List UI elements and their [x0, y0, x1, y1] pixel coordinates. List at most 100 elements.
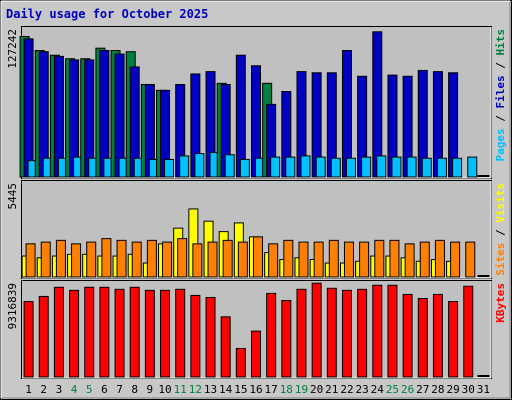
bar-sites-day-20	[313, 241, 324, 278]
day-label-30: 30	[462, 383, 475, 396]
panel-visits-max-label: 5445	[6, 183, 19, 210]
bar-kbytes-day-7	[114, 288, 125, 378]
bar-sites-day-17	[268, 243, 279, 278]
bar-sites-day-8	[131, 241, 142, 278]
bar-sites-day-5	[86, 241, 97, 278]
bar-kbytes-day-22	[341, 289, 352, 378]
panel-hits-legend: Pages / Files / Hits	[494, 29, 507, 162]
bar-kbytes-day-13	[205, 296, 216, 378]
day-label-27: 27	[416, 383, 429, 396]
bar-pages-day-26	[406, 156, 417, 178]
bar-sites-day-29	[450, 241, 461, 278]
day-label-12: 12	[189, 383, 202, 396]
bar-sites-day-26	[404, 243, 415, 278]
bar-kbytes-day-25	[387, 284, 398, 378]
bar-kbytes-day-4	[69, 289, 80, 378]
day-label-3: 3	[56, 383, 63, 396]
day-label-2: 2	[40, 383, 47, 396]
legend-part: Files	[494, 75, 507, 108]
bar-sites-day-6	[101, 238, 112, 278]
chart-panels: 127242 Pages / Files / Hits 5445 Sites / Vi…	[6, 26, 507, 379]
bar-sites-day-18	[283, 239, 294, 278]
day-label-31: 31	[477, 383, 490, 396]
bar-sites-day-28	[434, 239, 445, 278]
bar-kbytes-day-8	[129, 286, 140, 378]
panel-kbytes-max-label: 9316839	[6, 283, 19, 329]
x-axis-day-labels: 1 2 3 4 5 6 7 8 9 10 11 12 13 14 15 16 17 18 19 20 21 22 23 24 2…	[25, 383, 490, 396]
day-label-7: 7	[116, 383, 123, 396]
bar-sites-day-24	[374, 239, 385, 278]
bar-pages-day-24	[376, 155, 387, 178]
legend-part: Hits	[494, 29, 507, 56]
bar-kbytes-day-30	[463, 285, 474, 378]
bar-kbytes-day-20	[311, 282, 322, 378]
bar-kbytes-day-29	[448, 301, 459, 378]
day-label-11: 11	[174, 383, 187, 396]
bar-pages-day-10	[164, 158, 175, 178]
bar-sites-day-9	[146, 239, 157, 278]
bar-kbytes-day-28	[432, 293, 443, 378]
bar-kbytes-day-2	[38, 295, 49, 378]
chart-title: Daily usage for October 2025	[6, 7, 208, 21]
day-label-19: 19	[295, 383, 308, 396]
day-label-24: 24	[371, 383, 385, 396]
bar-sites-day-3	[55, 239, 66, 278]
bar-kbytes-day-3	[53, 286, 64, 378]
panel-visits-legend: Sites / Visits	[494, 183, 507, 276]
bar-kbytes-day-18	[281, 300, 292, 378]
legend-part: /	[494, 56, 507, 76]
bar-sites-day-21	[328, 239, 339, 278]
day-label-22: 22	[340, 383, 353, 396]
bar-kbytes-day-24	[372, 284, 383, 378]
bar-kbytes-day-21	[326, 287, 337, 378]
day-label-5: 5	[86, 383, 93, 396]
bar-files-day-1	[23, 38, 34, 178]
legend-part: Sites	[494, 243, 507, 276]
day-label-6: 6	[101, 383, 108, 396]
legend-part: /	[494, 109, 507, 129]
bar-sites-day-30	[465, 241, 476, 278]
bar-kbytes-day-16	[251, 330, 261, 378]
day-label-20: 20	[310, 383, 323, 396]
bar-sites-day-13	[207, 241, 218, 278]
bar-kbytes-day-11	[175, 288, 186, 378]
bar-kbytes-day-15	[235, 347, 246, 378]
panel-kbytes: 9316839 KBytes	[6, 280, 507, 379]
bar-pages-day-21	[330, 157, 341, 178]
panel-kbytes-legend: KBytes	[494, 283, 507, 323]
day-label-17: 17	[265, 383, 278, 396]
day-label-14: 14	[219, 383, 233, 396]
bar-pages-day-30	[467, 156, 478, 178]
bar-kbytes-day-14	[220, 316, 231, 378]
bar-pages-day-23	[361, 156, 372, 178]
bar-kbytes-day-6	[99, 286, 110, 378]
bar-kbytes-day-23	[357, 288, 368, 378]
bar-pages-day-22	[345, 157, 356, 178]
day-label-9: 9	[147, 383, 154, 396]
day-label-15: 15	[234, 383, 247, 396]
bar-kbytes-day-9	[144, 289, 155, 378]
bar-sites-day-12	[192, 243, 203, 278]
day-label-26: 26	[401, 383, 414, 396]
bar-sites-day-23	[359, 241, 370, 278]
bar-kbytes-day-19	[296, 288, 307, 378]
bar-pages-day-12	[194, 153, 205, 178]
day-label-10: 10	[158, 383, 171, 396]
panel-hits: 127242 Pages / Files / Hits	[6, 26, 507, 179]
legend-part: /	[494, 223, 507, 243]
day-label-25: 25	[386, 383, 399, 396]
bar-files-day-24	[372, 31, 383, 178]
bar-sites-day-15	[237, 241, 248, 278]
legend-part: Pages	[494, 128, 507, 161]
bar-sites-day-10	[162, 241, 173, 278]
day-label-18: 18	[280, 383, 293, 396]
bar-sites-day-27	[419, 241, 430, 278]
day-label-1: 1	[25, 383, 32, 396]
bar-sites-day-25	[389, 239, 400, 278]
day-label-16: 16	[249, 383, 262, 396]
bar-sites-day-4	[71, 243, 82, 278]
bar-pages-day-20	[315, 156, 326, 178]
day-label-29: 29	[446, 383, 459, 396]
